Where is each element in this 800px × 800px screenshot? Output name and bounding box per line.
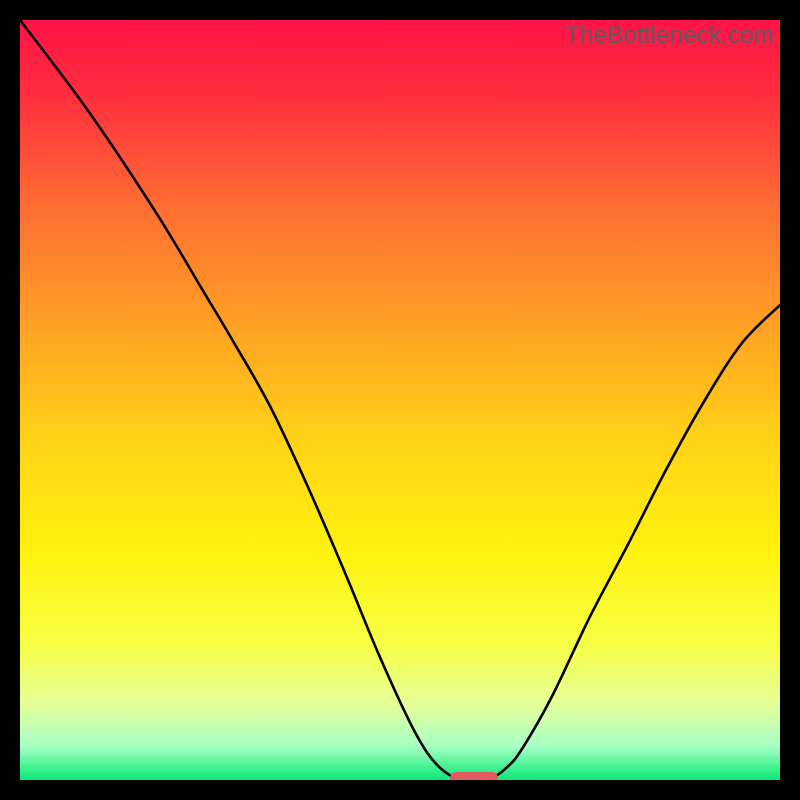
frame-border-bottom [0,780,800,800]
bottleneck-curve [20,20,780,779]
frame-border-left [0,0,20,800]
minimum-marker [450,772,498,780]
curve-layer [20,20,780,780]
plot-area [20,20,780,780]
frame-border-top [0,0,800,20]
watermark-text: TheBottleneck.com [565,22,774,50]
frame-border-right [780,0,800,800]
chart-frame: TheBottleneck.com [0,0,800,800]
